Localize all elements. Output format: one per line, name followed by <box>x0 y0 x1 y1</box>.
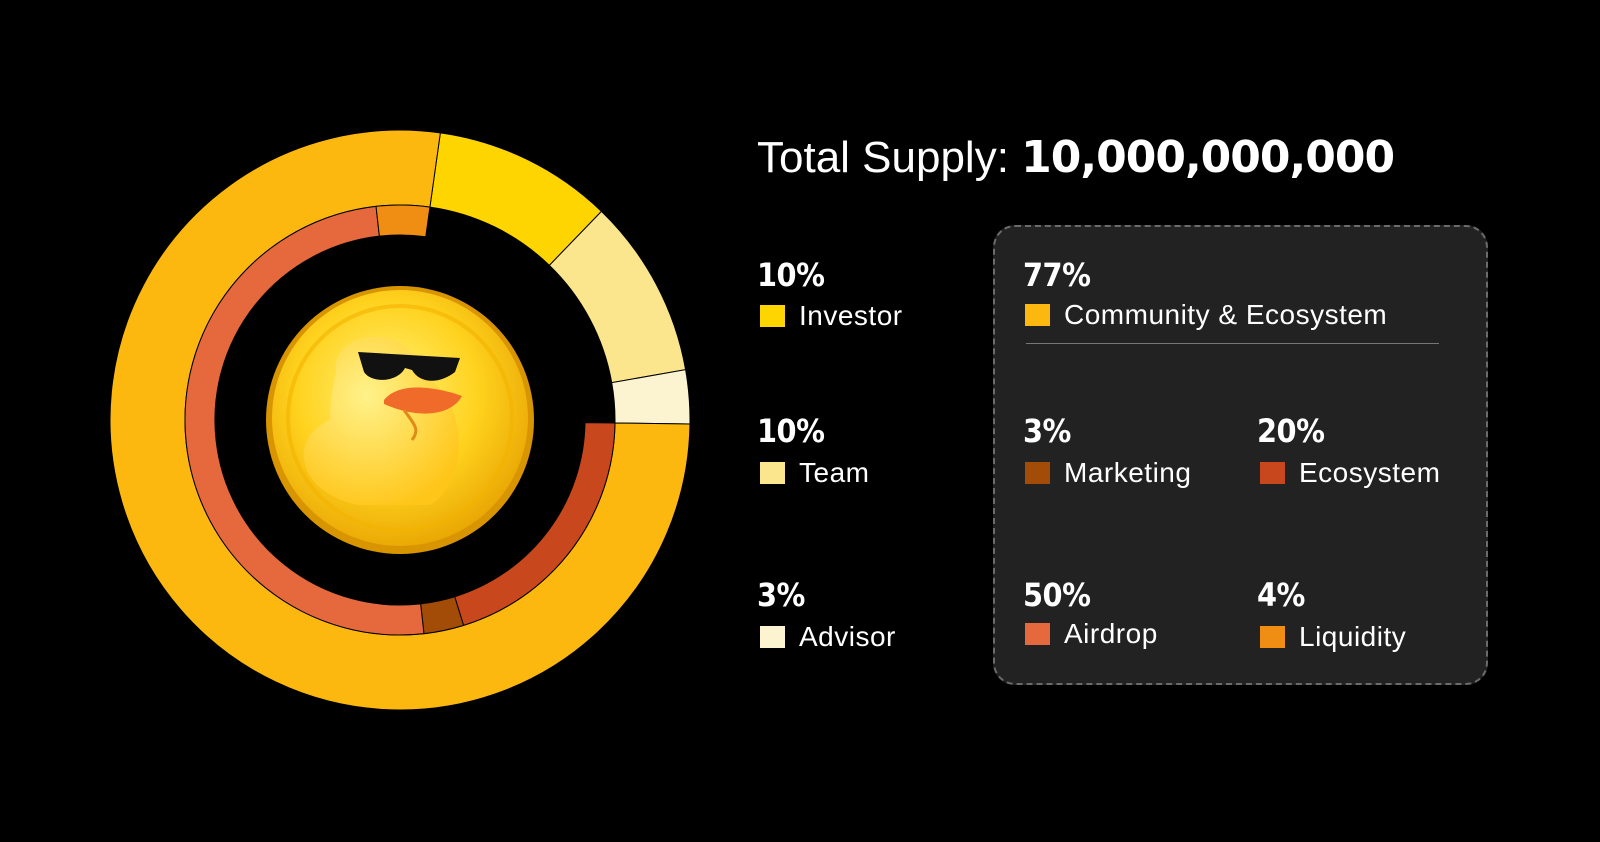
liquidity-swatch <box>1260 626 1285 648</box>
total-supply-title: Total Supply: 10,000,000,000 <box>757 132 1395 183</box>
investor-label: Investor <box>799 300 903 331</box>
outer-ring <box>109 129 691 711</box>
legend-airdrop: Airdrop <box>1025 618 1158 650</box>
legend-community: Community & Ecosystem <box>1025 299 1387 331</box>
airdrop-percent: 50% <box>1023 576 1091 614</box>
legend-liquidity: Liquidity <box>1260 621 1406 653</box>
legend-investor: Investor <box>760 300 903 332</box>
investor-swatch <box>760 305 785 327</box>
advisor-percent: 3% <box>757 576 805 614</box>
inner-slice-liquidity <box>375 204 431 238</box>
marketing-label: Marketing <box>1064 457 1192 488</box>
total-supply-label: Total Supply: <box>757 133 1009 182</box>
inner-ring <box>184 204 616 636</box>
total-supply-value: 10,000,000,000 <box>1021 132 1395 183</box>
legend-marketing: Marketing <box>1025 457 1191 489</box>
duck-coin-icon <box>266 286 534 554</box>
airdrop-label: Airdrop <box>1064 618 1158 649</box>
team-swatch <box>760 462 785 484</box>
airdrop-swatch <box>1025 623 1050 645</box>
ecosystem-swatch <box>1260 462 1285 484</box>
legend-advisor: Advisor <box>760 621 896 653</box>
community-label: Community & Ecosystem <box>1064 299 1388 330</box>
advisor-swatch <box>760 626 785 648</box>
marketing-percent: 3% <box>1023 412 1071 450</box>
community-percent: 77% <box>1023 256 1091 294</box>
inner-slice-airdrop <box>184 205 425 636</box>
marketing-swatch <box>1025 462 1050 484</box>
community-swatch <box>1025 304 1050 326</box>
token-allocation-donut <box>109 129 691 711</box>
ecosystem-label: Ecosystem <box>1299 457 1441 488</box>
team-percent: 10% <box>757 412 825 450</box>
team-label: Team <box>799 457 870 488</box>
liquidity-percent: 4% <box>1257 576 1305 614</box>
ecosystem-percent: 20% <box>1257 412 1325 450</box>
panel-divider <box>1026 343 1439 344</box>
legend-team: Team <box>760 457 869 489</box>
investor-percent: 10% <box>757 256 825 294</box>
community-breakdown-panel <box>993 225 1488 685</box>
legend-ecosystem: Ecosystem <box>1260 457 1440 489</box>
advisor-label: Advisor <box>799 621 896 652</box>
liquidity-label: Liquidity <box>1299 621 1407 652</box>
